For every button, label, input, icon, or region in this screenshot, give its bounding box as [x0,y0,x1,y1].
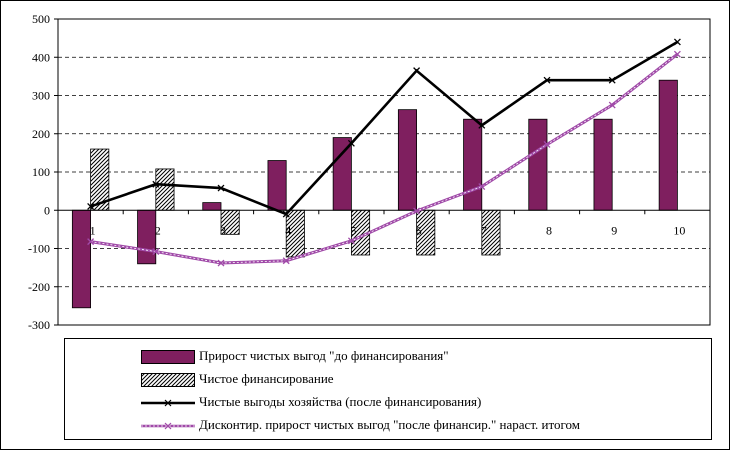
marker-discounted [413,207,421,215]
x-tick-label: 8 [546,223,552,237]
x-tick-label: 10 [673,223,685,237]
marker-discounted [87,238,95,246]
marker-discounted [152,248,160,256]
marker-net-benefits [543,76,551,84]
y-tick-label: -200 [28,280,50,294]
bar-prirost [71,209,92,309]
marker-discounted [347,237,355,245]
x-tick-label: 4 [285,223,291,237]
legend-item-prirost: Прирост чистых выгод "до финансирования" [65,346,705,368]
marker-discounted [543,141,551,148]
legend-swatch-discounted [141,422,195,430]
marker-net-benefits [87,202,95,210]
legend-swatch-prirost [141,350,195,364]
x-tick-label: 5 [350,223,356,237]
legend: Прирост чистых выгод "до финансирования"… [64,338,712,440]
legend-label-discounted: Дисконтир. прирост чистых выгод "после ф… [199,417,580,432]
x-tick-label: 7 [481,223,487,237]
marker-net-benefits [347,139,355,147]
y-tick-label: -100 [28,242,50,256]
y-tick-label: 100 [32,165,50,179]
x-tick-label: 1 [90,223,96,237]
bar-prirost [332,137,352,211]
marker-net-benefits [478,121,486,129]
y-tick-label: 200 [32,127,50,141]
marker-net-benefits [413,67,421,75]
x-tick-label: 6 [416,223,422,237]
y-tick-label: 500 [32,12,50,26]
bar-financing [155,168,175,211]
marker-net-benefits [282,210,290,218]
y-tick-label: 0 [44,203,50,217]
marker-discounted [673,50,681,58]
y-tick-label: -300 [28,318,50,332]
bar-prirost [202,202,222,211]
bar-prirost [658,79,678,211]
marker-discounted [608,101,616,109]
legend-item-financing: Чистое финансирование [65,369,705,391]
x-tick-label: 3 [220,223,226,237]
bar-prirost [137,209,157,265]
line-discounted-highlight [90,53,678,264]
bar-prirost [463,118,483,211]
marker-discounted [478,183,486,190]
marker-net-benefits [152,180,160,188]
marker-net-benefits [217,184,225,192]
legend-item-discounted: Дисконтир. прирост чистых выгод "после ф… [65,415,705,437]
marker-discounted [217,259,225,267]
legend-label-net-benefits: Чистые выгоды хозяйства (после финансиро… [199,394,482,409]
bar-prirost [593,118,613,211]
marker-net-benefits [608,76,616,84]
marker-discounted [282,257,290,265]
line-net-benefits [90,40,679,216]
y-tick-label: 400 [32,50,50,64]
legend-label-financing: Чистое финансирование [199,371,334,386]
bar-prirost [397,109,417,211]
marker-net-benefits [673,38,681,46]
x-tick-label: 2 [155,223,161,237]
legend-item-net-benefits: Чистые выгоды хозяйства (после финансиро… [65,392,705,414]
y-tick-label: 300 [32,89,50,103]
legend-label-prirost: Прирост чистых выгод "до финансирования" [199,348,449,363]
bar-prirost [528,118,548,211]
legend-swatch-financing [141,373,195,387]
legend-swatch-net-benefits [141,399,195,407]
bar-prirost [267,160,287,211]
x-tick-label: 9 [611,223,617,237]
